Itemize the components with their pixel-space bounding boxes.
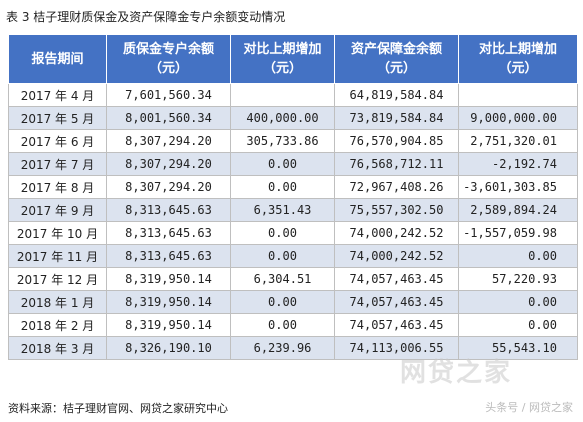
cell-asset-balance: 76,570,904.85 (334, 129, 459, 153)
cell-qa-balance: 8,313,645.63 (106, 221, 231, 245)
cell-period: 2017 年 7 月 (8, 152, 107, 176)
table-row: 2017 年 5 月 8,001,560.34 400,000.00 73,819,5… (8, 106, 578, 130)
table-row: 2017 年 6 月 8,307,294.20 305,733.86 76,570,9… (8, 129, 578, 153)
cell-qa-change: 0.00 (230, 221, 335, 245)
cell-asset-balance: 74,057,463.45 (334, 313, 459, 337)
cell-qa-change: 0.00 (230, 244, 335, 268)
cell-qa-balance: 8,319,950.14 (106, 267, 231, 291)
header-period: 报告期间 (8, 34, 107, 84)
header-asset-balance: 资产保障金余额 （元） (334, 34, 459, 84)
cell-qa-change: 0.00 (230, 175, 335, 199)
cell-qa-change: 305,733.86 (230, 129, 335, 153)
table-row: 2017 年 7 月 8,307,294.20 0.00 76,568,712.11-… (8, 152, 578, 176)
cell-asset-balance: 74,057,463.45 (334, 290, 459, 314)
table-row: 2018 年 3 月 8,326,190.10 6,239.96 74,113,006… (8, 336, 578, 360)
cell-period: 2017 年 12 月 (8, 267, 107, 291)
cell-asset-change: 57,220.93 (458, 267, 578, 291)
cell-qa-balance: 8,307,294.20 (106, 175, 231, 199)
balance-table: 报告期间 质保金专户余额 （元） 对比上期增加 （元） 资产保障金余额 （元） 对比上… (8, 34, 578, 360)
table-row: 2018 年 2 月 8,319,950.14 0.00 74,057,463.45 0… (8, 313, 578, 337)
cell-asset-change: 9,000,000.00 (458, 106, 578, 130)
header-qa-change: 对比上期增加 （元） (230, 34, 335, 84)
header-asset-change: 对比上期增加 （元） (458, 34, 578, 84)
cell-period: 2017 年 6 月 (8, 129, 107, 153)
table-row: 2017 年 11 月 8,313,645.63 0.00 74,000,242.52… (8, 244, 578, 268)
cell-period: 2017 年 4 月 (8, 83, 107, 107)
watermark-logo: 网贷之家 (400, 358, 513, 388)
cell-qa-balance: 8,319,950.14 (106, 313, 231, 337)
cell-qa-change: 6,239.96 (230, 336, 335, 360)
cell-period: 2017 年 5 月 (8, 106, 107, 130)
watermark-text: 头条号 / 网贷之家 (485, 401, 573, 414)
cell-period: 2018 年 1 月 (8, 290, 107, 314)
cell-period: 2018 年 2 月 (8, 313, 107, 337)
header-row: 报告期间 质保金专户余额 （元） 对比上期增加 （元） 资产保障金余额 （元） 对比上… (8, 34, 578, 84)
cell-qa-change: 0.00 (230, 290, 335, 314)
cell-qa-change: 6,304.51 (230, 267, 335, 291)
cell-asset-change: -3,601,303.85 (458, 175, 578, 199)
table-title: 表 3 桔子理财质保金及资产保障金专户余额变动情况 (6, 10, 286, 24)
cell-asset-change: 0.00 (458, 290, 578, 314)
cell-asset-balance: 74,057,463.45 (334, 267, 459, 291)
cell-period: 2017 年 9 月 (8, 198, 107, 222)
cell-asset-change: 55,543.10 (458, 336, 578, 360)
cell-qa-balance: 8,307,294.20 (106, 129, 231, 153)
cell-period: 2017 年 11 月 (8, 244, 107, 268)
cell-qa-balance: 7,601,560.34 (106, 83, 231, 107)
cell-asset-change: -1,557,059.98 (458, 221, 578, 245)
cell-asset-balance: 75,557,302.50 (334, 198, 459, 222)
cell-asset-balance: 76,568,712.11 (334, 152, 459, 176)
cell-asset-balance: 74,000,242.52 (334, 221, 459, 245)
cell-period: 2018 年 3 月 (8, 336, 107, 360)
cell-asset-balance: 74,000,242.52 (334, 244, 459, 268)
cell-asset-change: 2,751,320.01 (458, 129, 578, 153)
table-row: 2017 年 4 月 7,601,560.34 64,819,584.84 (8, 83, 578, 107)
cell-qa-balance: 8,001,560.34 (106, 106, 231, 130)
table-row: 2017 年 9 月 8,313,645.63 6,351.43 75,557,302… (8, 198, 578, 222)
cell-asset-change: 2,589,894.24 (458, 198, 578, 222)
cell-period: 2017 年 8 月 (8, 175, 107, 199)
table-row: 2018 年 1 月 8,319,950.14 0.00 74,057,463.45 0… (8, 290, 578, 314)
table-row: 2017 年 10 月 8,313,645.63 0.00 74,000,242.52… (8, 221, 578, 245)
cell-asset-balance: 73,819,584.84 (334, 106, 459, 130)
cell-asset-balance: 64,819,584.84 (334, 83, 459, 107)
cell-asset-change (458, 83, 578, 107)
table-row: 2017 年 8 月 8,307,294.20 0.00 72,967,408.26-… (8, 175, 578, 199)
cell-qa-change: 6,351.43 (230, 198, 335, 222)
cell-asset-change: -2,192.74 (458, 152, 578, 176)
cell-qa-balance: 8,307,294.20 (106, 152, 231, 176)
cell-qa-balance: 8,313,645.63 (106, 244, 231, 268)
header-qa-balance: 质保金专户余额 （元） (106, 34, 231, 84)
cell-qa-change (230, 83, 335, 107)
source-note: 资料来源：桔子理财官网、网贷之家研究中心 (8, 402, 228, 415)
cell-qa-balance: 8,326,190.10 (106, 336, 231, 360)
table-row: 2017 年 12 月 8,319,950.14 6,304.51 74,057,46… (8, 267, 578, 291)
cell-asset-balance: 74,113,006.55 (334, 336, 459, 360)
cell-asset-balance: 72,967,408.26 (334, 175, 459, 199)
cell-qa-change: 0.00 (230, 152, 335, 176)
cell-qa-balance: 8,319,950.14 (106, 290, 231, 314)
cell-qa-change: 0.00 (230, 313, 335, 337)
cell-asset-change: 0.00 (458, 313, 578, 337)
cell-qa-change: 400,000.00 (230, 106, 335, 130)
cell-qa-balance: 8,313,645.63 (106, 198, 231, 222)
cell-asset-change: 0.00 (458, 244, 578, 268)
cell-period: 2017 年 10 月 (8, 221, 107, 245)
